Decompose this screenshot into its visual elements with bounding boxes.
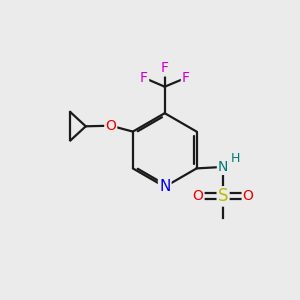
Text: H: H — [231, 152, 240, 165]
Text: O: O — [193, 189, 203, 203]
Text: N: N — [218, 160, 228, 174]
Text: F: F — [182, 71, 190, 85]
Text: N: N — [159, 179, 170, 194]
Text: S: S — [218, 188, 228, 206]
Text: F: F — [140, 71, 148, 85]
Text: O: O — [105, 119, 116, 133]
Text: F: F — [161, 61, 169, 75]
Text: O: O — [243, 189, 254, 203]
